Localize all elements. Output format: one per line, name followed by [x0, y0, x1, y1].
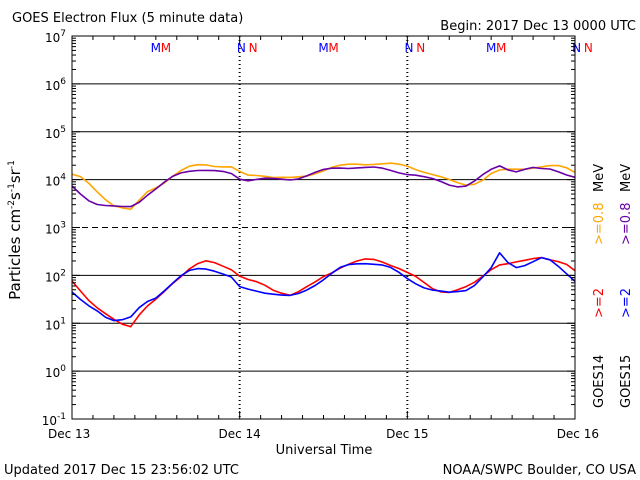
- y-axis-ticks: 10-1 100 101 102 103 104 105 106 107: [42, 29, 575, 428]
- marker-m: M: [496, 41, 506, 55]
- x-tick-label: Dec 16: [557, 427, 599, 441]
- x-tick-label: Dec 14: [219, 427, 261, 441]
- legend-goes14-08mev: >=0.8: [592, 203, 607, 245]
- begin-time: Begin: 2017 Dec 13 0000 UTC: [440, 19, 636, 34]
- legend-unit-15: MeV: [619, 164, 634, 192]
- y-tick-label: 107: [45, 29, 66, 45]
- legend-goes14: GOES14: [592, 355, 607, 408]
- series-line-1: [71, 165, 576, 208]
- y-tick-label: 100: [45, 364, 66, 380]
- x-tick-label: Dec 13: [48, 427, 90, 441]
- marker-n: N: [584, 41, 593, 55]
- x-tick-label: Dec 15: [386, 427, 428, 441]
- legend-unit-14: MeV: [592, 164, 607, 192]
- marker-m: M: [486, 41, 496, 55]
- legend: GOES14 >=2 >=0.8 MeV GOES15 >=2 >=0.8 Me…: [592, 164, 634, 408]
- marker-m: M: [151, 41, 161, 55]
- marker-n: N: [249, 41, 258, 55]
- series-layer: [71, 162, 576, 328]
- marker-n: N: [416, 41, 425, 55]
- y-tick-label: 103: [45, 221, 66, 237]
- y-tick-label: 102: [45, 268, 66, 284]
- x-axis-label: Universal Time: [276, 443, 373, 458]
- legend-goes15: GOES15: [619, 355, 634, 408]
- marker-n: N: [405, 41, 414, 55]
- legend-goes15-08mev: >=0.8: [619, 203, 634, 245]
- chart-title: GOES Electron Flux (5 minute data): [12, 11, 243, 26]
- grid: [72, 36, 575, 419]
- y-tick-label: 10-1: [42, 412, 66, 428]
- updated-timestamp: Updated 2017 Dec 15 23:56:02 UTC: [4, 463, 239, 478]
- marker-m: M: [318, 41, 328, 55]
- series-line-2: [71, 256, 576, 328]
- marker-n: N: [237, 41, 246, 55]
- y-tick-label: 106: [45, 77, 66, 93]
- x-axis-ticks: Dec 13 Dec 14 Dec 15 Dec 16: [48, 36, 599, 441]
- marker-n: N: [572, 41, 581, 55]
- y-tick-label: 105: [45, 125, 66, 141]
- credit-text: NOAA/SWPC Boulder, CO USA: [443, 463, 636, 478]
- marker-m: M: [161, 41, 171, 55]
- marker-m: M: [328, 41, 338, 55]
- y-axis-label: Particles cm-2s-1sr-1: [6, 160, 24, 300]
- series-line-3: [71, 252, 576, 322]
- y-tick-label: 101: [45, 316, 66, 332]
- legend-goes14-2mev: >=2: [592, 288, 607, 318]
- legend-goes15-2mev: >=2: [619, 288, 634, 318]
- y-tick-label: 104: [45, 173, 66, 189]
- series-line-0: [71, 162, 576, 211]
